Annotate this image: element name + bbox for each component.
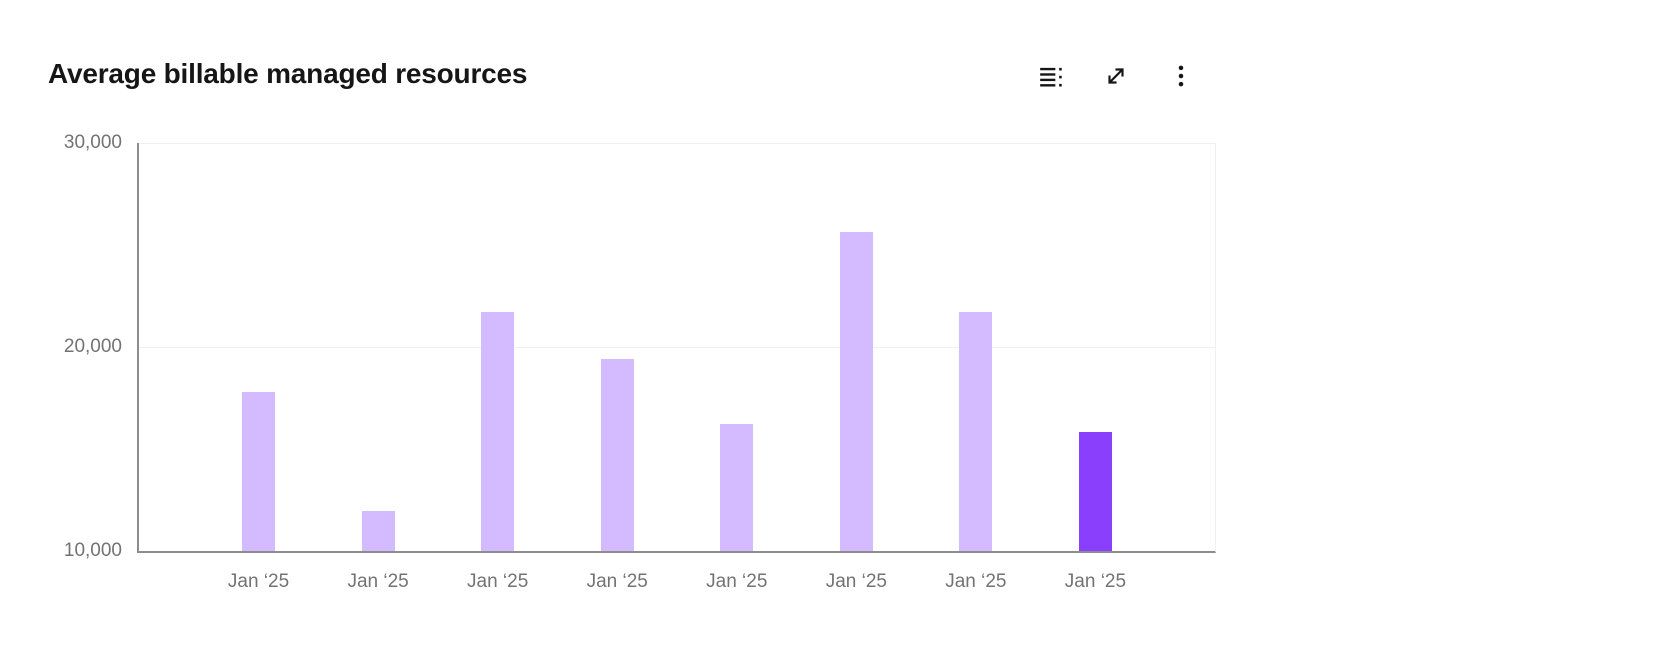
y-tick-label: 30,000 (63, 132, 122, 153)
expand-fullscreen-button[interactable] (1092, 52, 1140, 100)
x-tick-label: Jan ‘25 (945, 571, 1007, 592)
x-tick-label: Jan ‘25 (1064, 571, 1127, 592)
x-tick-label: Jan ‘25 (347, 571, 409, 592)
y-tick-label: 10,000 (63, 540, 122, 561)
y-axis-labels: 10,000 20,000 30,000 (30, 132, 122, 561)
bar-1[interactable] (242, 391, 276, 551)
bar-8[interactable] (1078, 431, 1112, 551)
data-table-icon (1038, 63, 1064, 89)
bar-4[interactable] (600, 359, 634, 551)
chart-toolbar (1027, 52, 1205, 100)
x-tick-label: Jan ‘25 (586, 571, 648, 592)
x-axis-labels: Jan ‘25 Jan ‘25 Jan ‘25 Jan ‘25 Jan ‘25 Jan ‘… (139, 568, 1215, 600)
x-tick-label: Jan ‘25 (706, 571, 768, 592)
gridline (139, 347, 1215, 348)
bar-2[interactable] (361, 511, 395, 551)
x-tick-label: Jan ‘25 (825, 571, 887, 592)
bar-5[interactable] (720, 423, 754, 551)
bar-3[interactable] (481, 312, 515, 551)
bar-chart-plot-area (137, 143, 1216, 553)
x-tick-label: Jan ‘25 (467, 571, 529, 592)
x-tick-label: Jan ‘25 (227, 571, 290, 592)
expand-icon (1103, 63, 1129, 89)
show-data-table-button[interactable] (1027, 52, 1075, 100)
y-tick-label: 20,000 (63, 336, 122, 357)
kebab-menu-icon (1168, 63, 1194, 89)
gridline (139, 143, 1215, 144)
chart-title: Average billable managed resources (48, 58, 528, 89)
bar-7[interactable] (959, 312, 993, 551)
bar-6[interactable] (839, 231, 873, 551)
overflow-menu-button[interactable] (1157, 52, 1205, 100)
